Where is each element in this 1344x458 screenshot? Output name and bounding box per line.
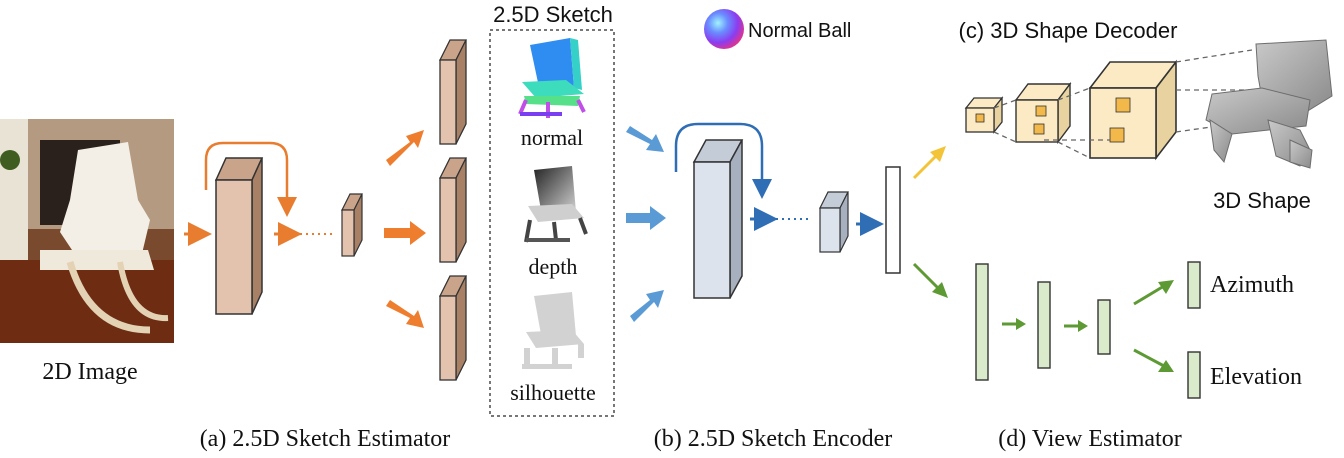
sketch-group-box	[489, 29, 615, 417]
decoder-cube-large	[1088, 59, 1178, 161]
estimator-output-silhouette-block	[438, 275, 468, 381]
latent-vector	[885, 166, 901, 274]
azimuth-output-layer	[1187, 261, 1201, 309]
view-arrow-azimuth-head	[1158, 280, 1174, 294]
normal-label: normal	[521, 125, 583, 150]
silhouette-label: silhouette	[510, 380, 596, 405]
caption-sketch-encoder: (b) 2.5D Sketch Encoder	[654, 426, 893, 452]
normal-ball-icon	[704, 9, 744, 49]
view-input-line	[912, 262, 942, 292]
encoder-input-arrows	[626, 126, 666, 322]
view-arrow-1-head	[1016, 318, 1026, 330]
input-photo	[0, 119, 174, 343]
view-fc-layer-2	[1037, 281, 1051, 369]
caption-sketch-estimator: (a) 2.5D Sketch Estimator	[200, 426, 451, 452]
input-image-label: 2D Image	[42, 359, 137, 385]
estimator-bottleneck-block	[341, 193, 363, 257]
estimator-output-normal-block	[438, 39, 468, 145]
normal-map-image	[518, 38, 586, 118]
view-input-arrowhead	[932, 282, 948, 298]
estimator-branch-arrows	[384, 130, 426, 328]
view-arrow-2-head	[1078, 320, 1088, 332]
caption-view-estimator: (d) View Estimator	[998, 426, 1181, 452]
encoder-big-block	[692, 139, 744, 299]
estimator-encoder-block	[214, 157, 264, 315]
output-3d-shape-label: 3D Shape	[1213, 188, 1311, 213]
view-arrow-elevation-head	[1158, 360, 1174, 372]
elevation-label: Elevation	[1210, 364, 1302, 390]
encoder-skip-connection	[674, 122, 772, 199]
view-fc-layer-1	[975, 263, 989, 381]
view-arrow-elevation-line	[1133, 348, 1165, 368]
sketch-group-title: 2.5D Sketch	[493, 2, 613, 27]
decoder-title: (c) 3D Shape Decoder	[959, 18, 1178, 43]
estimator-skip-connection	[204, 141, 297, 217]
normal-ball-label: Normal Ball	[748, 20, 851, 42]
view-arrow-azimuth-line	[1133, 284, 1165, 306]
azimuth-label: Azimuth	[1210, 272, 1294, 298]
decoder-cube-small	[964, 96, 1004, 134]
depth-label: depth	[529, 254, 578, 279]
estimator-output-depth-block	[438, 157, 468, 263]
depth-map-image	[524, 166, 588, 243]
decoder-cube-medium	[1014, 81, 1072, 145]
decoder-projection-lines	[993, 49, 1261, 159]
output-3d-shape	[1205, 39, 1333, 169]
silhouette-image	[522, 292, 584, 369]
elevation-output-layer	[1187, 351, 1201, 399]
encoder-bottleneck-block	[819, 191, 849, 253]
view-fc-layer-3	[1097, 299, 1111, 355]
